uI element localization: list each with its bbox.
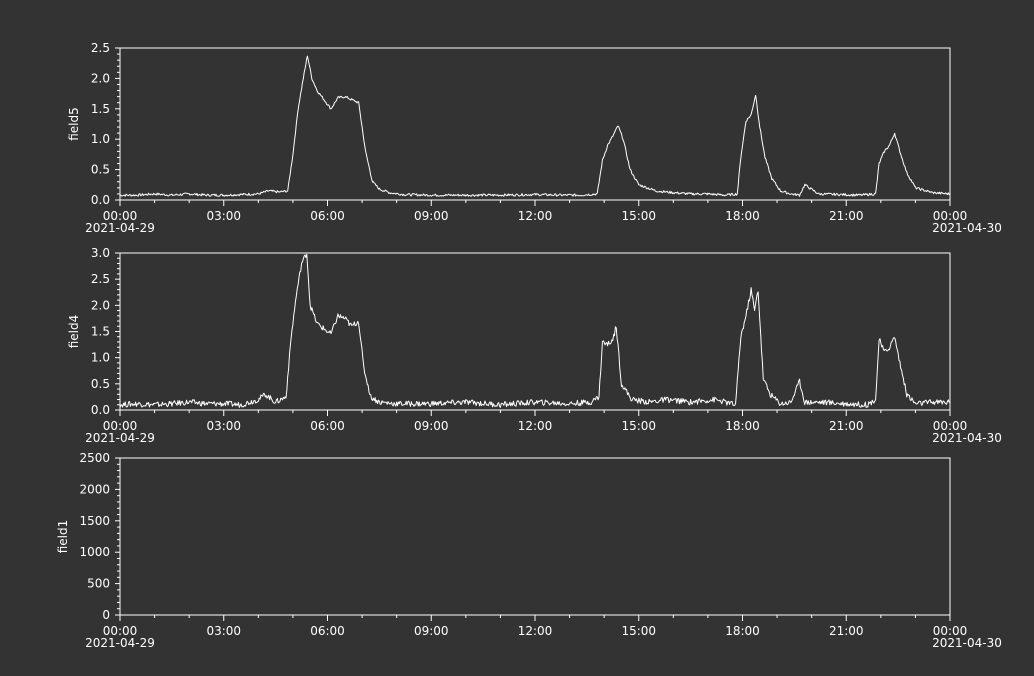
- y-tick-label: 0.0: [91, 193, 110, 207]
- y-tick-label: 2000: [79, 482, 110, 496]
- x-start-date: 2021-04-29: [85, 431, 155, 445]
- y-tick-label: 1.5: [91, 325, 110, 339]
- y-tick-label: 500: [87, 577, 110, 591]
- x-tick-label: 18:00: [725, 209, 760, 223]
- y-tick-label: 0.5: [91, 377, 110, 391]
- y-tick-label: 3.0: [91, 246, 110, 260]
- x-tick-label: 00:00: [933, 419, 968, 433]
- y-tick-label: 0.5: [91, 163, 110, 177]
- x-tick-label: 09:00: [414, 624, 449, 638]
- y-tick-label: 2.0: [91, 298, 110, 312]
- x-end-date: 2021-04-30: [932, 636, 1002, 650]
- x-tick-label: 06:00: [310, 624, 345, 638]
- x-tick-label: 00:00: [103, 419, 138, 433]
- y-axis-label: field5: [67, 107, 81, 141]
- y-tick-label: 0.0: [91, 403, 110, 417]
- y-tick-label: 2500: [79, 451, 110, 465]
- y-tick-label: 1000: [79, 545, 110, 559]
- plot-frame-2: [119, 252, 951, 411]
- y-tick-label: 1500: [79, 514, 110, 528]
- x-start-date: 2021-04-29: [85, 636, 155, 650]
- x-tick-label: 12:00: [518, 419, 553, 433]
- y-tick-label: 2.5: [91, 272, 110, 286]
- y-axis-label: field4: [67, 315, 81, 349]
- y-tick-label: 2.0: [91, 71, 110, 85]
- x-end-date: 2021-04-30: [932, 221, 1002, 235]
- y-axis-label: field1: [56, 520, 70, 554]
- x-tick-label: 03:00: [206, 209, 241, 223]
- x-tick-label: 00:00: [933, 209, 968, 223]
- y-tick-label: 2.5: [91, 41, 110, 55]
- x-tick-label: 03:00: [206, 419, 241, 433]
- x-tick-label: 06:00: [310, 419, 345, 433]
- x-tick-label: 09:00: [414, 209, 449, 223]
- x-tick-label: 21:00: [829, 209, 864, 223]
- y-tick-label: 0: [102, 608, 110, 622]
- x-tick-label: 00:00: [103, 209, 138, 223]
- x-tick-label: 00:00: [933, 624, 968, 638]
- series-line-field5: [119, 55, 951, 197]
- x-tick-label: 03:00: [206, 624, 241, 638]
- x-tick-label: 18:00: [725, 624, 760, 638]
- x-tick-label: 12:00: [518, 624, 553, 638]
- x-tick-label: 18:00: [725, 419, 760, 433]
- x-tick-label: 06:00: [310, 209, 345, 223]
- plot-frame-1: [119, 47, 951, 201]
- x-tick-label: 00:00: [103, 624, 138, 638]
- x-tick-label: 09:00: [414, 419, 449, 433]
- x-tick-label: 15:00: [621, 419, 656, 433]
- x-tick-label: 12:00: [518, 209, 553, 223]
- y-tick-label: 1.5: [91, 102, 110, 116]
- x-tick-label: 15:00: [621, 624, 656, 638]
- x-start-date: 2021-04-29: [85, 221, 155, 235]
- x-tick-label: 21:00: [829, 419, 864, 433]
- y-tick-label: 1.0: [91, 351, 110, 365]
- y-tick-label: 1.0: [91, 132, 110, 146]
- plot-frame-3: [119, 457, 951, 616]
- x-end-date: 2021-04-30: [932, 431, 1002, 445]
- x-tick-label: 15:00: [621, 209, 656, 223]
- x-tick-label: 21:00: [829, 624, 864, 638]
- series-line-field4: [119, 253, 950, 408]
